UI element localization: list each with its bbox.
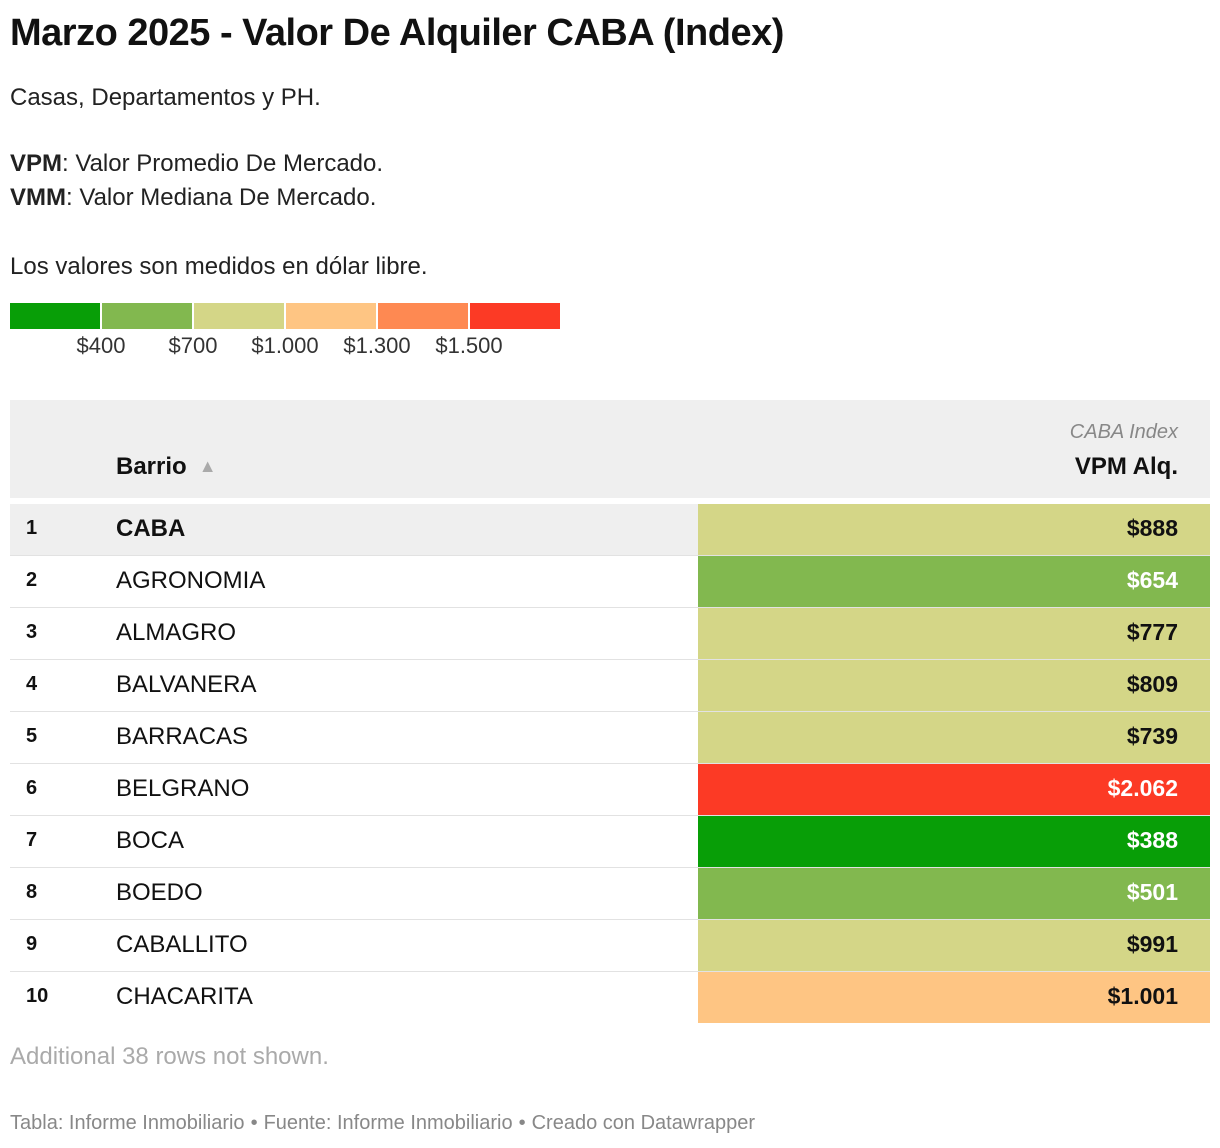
subtitle: Casas, Departamentos y PH. [10, 84, 321, 111]
row-rank: 8 [26, 881, 38, 903]
barrio-name: BARRACAS [116, 723, 249, 750]
barrio-name: CABALLITO [116, 931, 248, 958]
barrio-name: AGRONOMIA [116, 567, 266, 594]
table-row: 3 ALMAGRO $777 [10, 608, 1210, 660]
table-row: 5 BARRACAS $739 [10, 712, 1210, 764]
vpm-definition: VPM: Valor Promedio De Mercado. [10, 150, 383, 178]
legend-tick-label: $700 [168, 333, 218, 358]
table-credit: Tabla: Informe Inmobiliario [10, 1112, 245, 1134]
barrio-name: CHACARITA [116, 983, 253, 1010]
legend-ticks: $400 $700 $1.000 $1.300 $1.500 [10, 333, 560, 363]
vmm-definition: VMM: Valor Mediana De Mercado. [10, 184, 376, 212]
datawrapper-credit[interactable]: Creado con Datawrapper [531, 1112, 756, 1134]
barrio-name: CABA [116, 515, 186, 542]
table-row: 8 BOEDO $501 [10, 868, 1210, 920]
row-rank: 6 [26, 777, 38, 799]
legend-tick-label: $1.000 [251, 333, 319, 358]
row-rank: 9 [26, 933, 38, 955]
legend-swatch [102, 303, 192, 329]
table-row: 10 CHACARITA $1.001 [10, 972, 1210, 1024]
source-credit: Fuente: Informe Inmobiliario [263, 1112, 513, 1134]
row-rank: 1 [26, 517, 38, 539]
legend-swatch [194, 303, 284, 329]
barrio-name: BELGRANO [116, 775, 250, 802]
legend-swatch [286, 303, 376, 329]
legend-tick-label: $1.500 [435, 333, 503, 358]
vpm-value-cell: $654 [698, 556, 1210, 607]
table-row: 4 BALVANERA $809 [10, 660, 1210, 712]
table-row: 7 BOCA $388 [10, 816, 1210, 868]
vpm-value-cell: $888 [698, 504, 1210, 555]
barrio-name: BALVANERA [116, 671, 257, 698]
table-row: 1 CABA $888 [10, 504, 1210, 556]
table-body: 1 CABA $888 2 AGRONOMIA $654 3 ALMAGRO $777 4 BALV… [10, 504, 1210, 1024]
currency-note: Los valores son medidos en dólar libre. [10, 253, 428, 280]
vpm-value-cell: $501 [698, 868, 1210, 919]
row-rank: 5 [26, 725, 38, 747]
legend-swatch [378, 303, 468, 329]
vpm-value-cell: $1.001 [698, 972, 1210, 1023]
vpm-value-cell: $809 [698, 660, 1210, 711]
barrio-name: ALMAGRO [116, 619, 237, 646]
vmm-abbr: VMM [10, 184, 66, 211]
sort-ascending-icon[interactable]: ▲ [198, 456, 217, 476]
vpm-abbr: VPM [10, 150, 63, 177]
row-rank: 7 [26, 829, 38, 851]
table-row: 2 AGRONOMIA $654 [10, 556, 1210, 608]
vpm-value-cell: $2.062 [698, 764, 1210, 815]
vpm-value-cell: $991 [698, 920, 1210, 971]
vmm-text: : Valor Mediana De Mercado. [66, 184, 377, 211]
row-rank: 2 [26, 569, 38, 591]
table-header: Barrio ▲ CABA Index VPM Alq. [10, 400, 1210, 498]
row-rank: 3 [26, 621, 38, 643]
barrio-name: BOCA [116, 827, 185, 854]
row-rank: 4 [26, 673, 38, 695]
vpm-value-cell: $739 [698, 712, 1210, 763]
footer-separator: • [518, 1112, 526, 1134]
rows-not-shown-note: Additional 38 rows not shown. [10, 1043, 329, 1070]
value-column-supertitle: CABA Index [1069, 421, 1178, 443]
barrio-name: BOEDO [116, 879, 203, 906]
table-row: 6 BELGRANO $2.062 [10, 764, 1210, 816]
row-rank: 10 [26, 985, 49, 1007]
legend-color-scale [10, 303, 560, 329]
legend-swatch [10, 303, 100, 329]
color-legend: $400 $700 $1.000 $1.300 $1.500 [10, 303, 560, 363]
data-table: Barrio ▲ CABA Index VPM Alq. 1 CABA $888 2 AG… [10, 400, 1210, 1024]
legend-swatch [470, 303, 560, 329]
barrio-column-header[interactable]: Barrio ▲ [116, 453, 217, 481]
table-row: 9 CABALLITO $991 [10, 920, 1210, 972]
legend-tick-label: $1.300 [343, 333, 411, 358]
vpm-value-cell: $388 [698, 816, 1210, 867]
chart-title: Marzo 2025 - Valor De Alquiler CABA (Ind… [10, 12, 784, 54]
vpm-value-cell: $777 [698, 608, 1210, 659]
footer-separator: • [250, 1112, 258, 1134]
barrio-header-label: Barrio [116, 453, 187, 480]
vpm-column-header[interactable]: VPM Alq. [1074, 453, 1178, 480]
vpm-text: : Valor Promedio De Mercado. [62, 150, 384, 177]
footer: Tabla: Informe Inmobiliario • Fuente: Info… [10, 1112, 755, 1135]
legend-tick-label: $400 [76, 333, 126, 358]
